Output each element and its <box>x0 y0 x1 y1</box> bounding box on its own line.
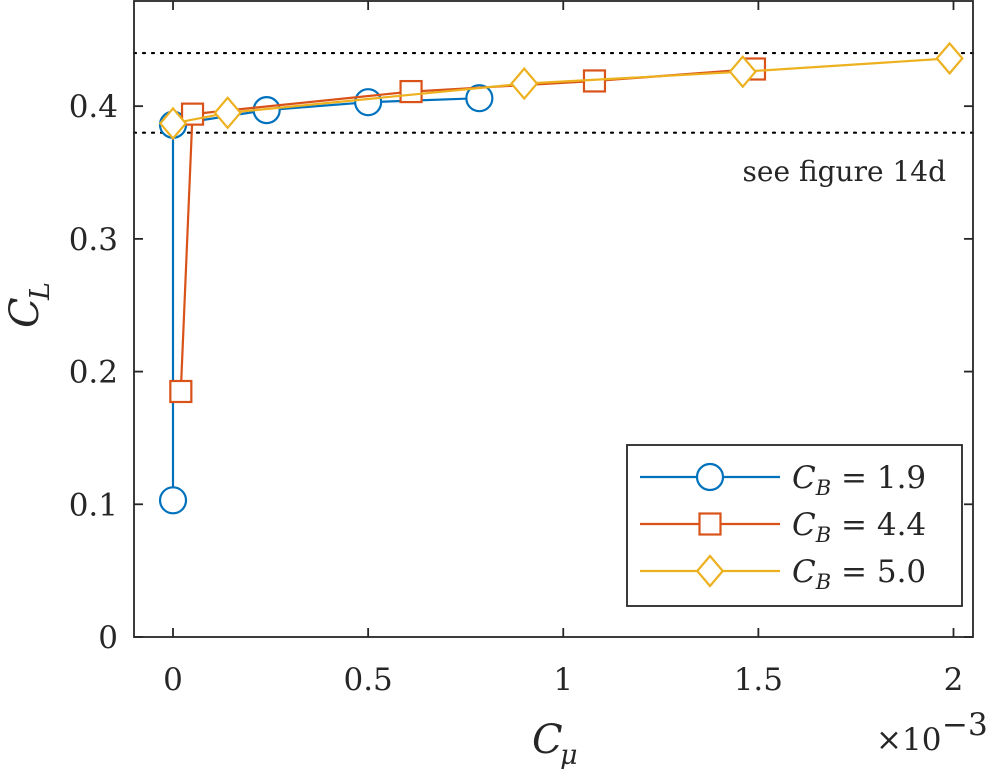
y-axis-label-base: C <box>2 297 48 328</box>
x-axis-exponent-base: ×10 <box>876 722 941 758</box>
data-series <box>158 41 964 515</box>
series-line-circle <box>171 97 480 501</box>
legend-label-base: C <box>792 507 816 543</box>
y-tick-label: 0.4 <box>69 89 118 125</box>
series-line-diamond <box>172 57 950 125</box>
legend-label-value: = 1.9 <box>831 460 926 496</box>
x-tick-label: 0.5 <box>343 662 392 698</box>
data-point-square <box>399 79 423 104</box>
legend-label-value: = 5.0 <box>831 554 926 590</box>
data-point-diamond <box>158 106 188 141</box>
y-tick-label: 0.3 <box>69 222 118 258</box>
axis-ticks: 0 0.5 1 1.5 2 0 0.1 0.2 0.3 0.4 <box>69 1 973 698</box>
legend-label: CB = 1.9 <box>792 460 926 500</box>
legend-label: CB = 4.4 <box>792 507 926 547</box>
legend-label-base: C <box>792 554 816 590</box>
y-tick-label: 0.2 <box>69 355 118 391</box>
legend-marker-circle <box>695 462 725 492</box>
legend-marker-diamond <box>695 554 725 588</box>
data-point-diamond <box>510 66 539 101</box>
legend-label-subscript: B <box>815 523 831 547</box>
x-tick-label: 1.5 <box>734 662 783 698</box>
y-axis-label: C L <box>2 282 56 328</box>
data-point-circle <box>158 486 188 515</box>
x-tick-label: 0 <box>163 662 183 698</box>
x-axis-label: C μ <box>532 717 578 769</box>
legend-label-subscript: B <box>815 476 831 500</box>
legend-label-value: = 4.4 <box>831 507 926 543</box>
data-point-circle <box>354 88 383 117</box>
legend: CB = 1.9CB = 4.4CB = 5.0 <box>626 444 963 607</box>
y-axis-label-subscript: L <box>25 282 56 301</box>
data-point-square <box>169 379 193 404</box>
legend-marker-square <box>698 512 722 536</box>
data-point-diamond <box>728 54 757 89</box>
legend-label-subscript: B <box>815 570 831 594</box>
x-axis-exponent: ×10 −3 <box>876 707 988 758</box>
x-axis-label-base: C <box>532 717 563 763</box>
y-tick-label: 0 <box>98 620 118 656</box>
x-axis-label-subscript: μ <box>560 740 578 769</box>
legend-label: CB = 5.0 <box>792 554 926 594</box>
data-point-circle <box>465 84 494 113</box>
series-circle <box>158 84 494 515</box>
series-diamond <box>158 41 964 141</box>
legend-label-base: C <box>792 460 816 496</box>
x-axis-exponent-power: −3 <box>942 707 988 743</box>
axes-box <box>133 0 974 638</box>
legend-box <box>626 444 963 607</box>
y-tick-label: 0.1 <box>69 487 118 523</box>
x-tick-label: 1 <box>553 662 573 698</box>
annotation-see-figure: see figure 14d <box>743 155 947 188</box>
data-point-diamond <box>213 96 242 130</box>
data-point-diamond <box>935 41 964 76</box>
x-tick-label: 2 <box>944 662 964 698</box>
